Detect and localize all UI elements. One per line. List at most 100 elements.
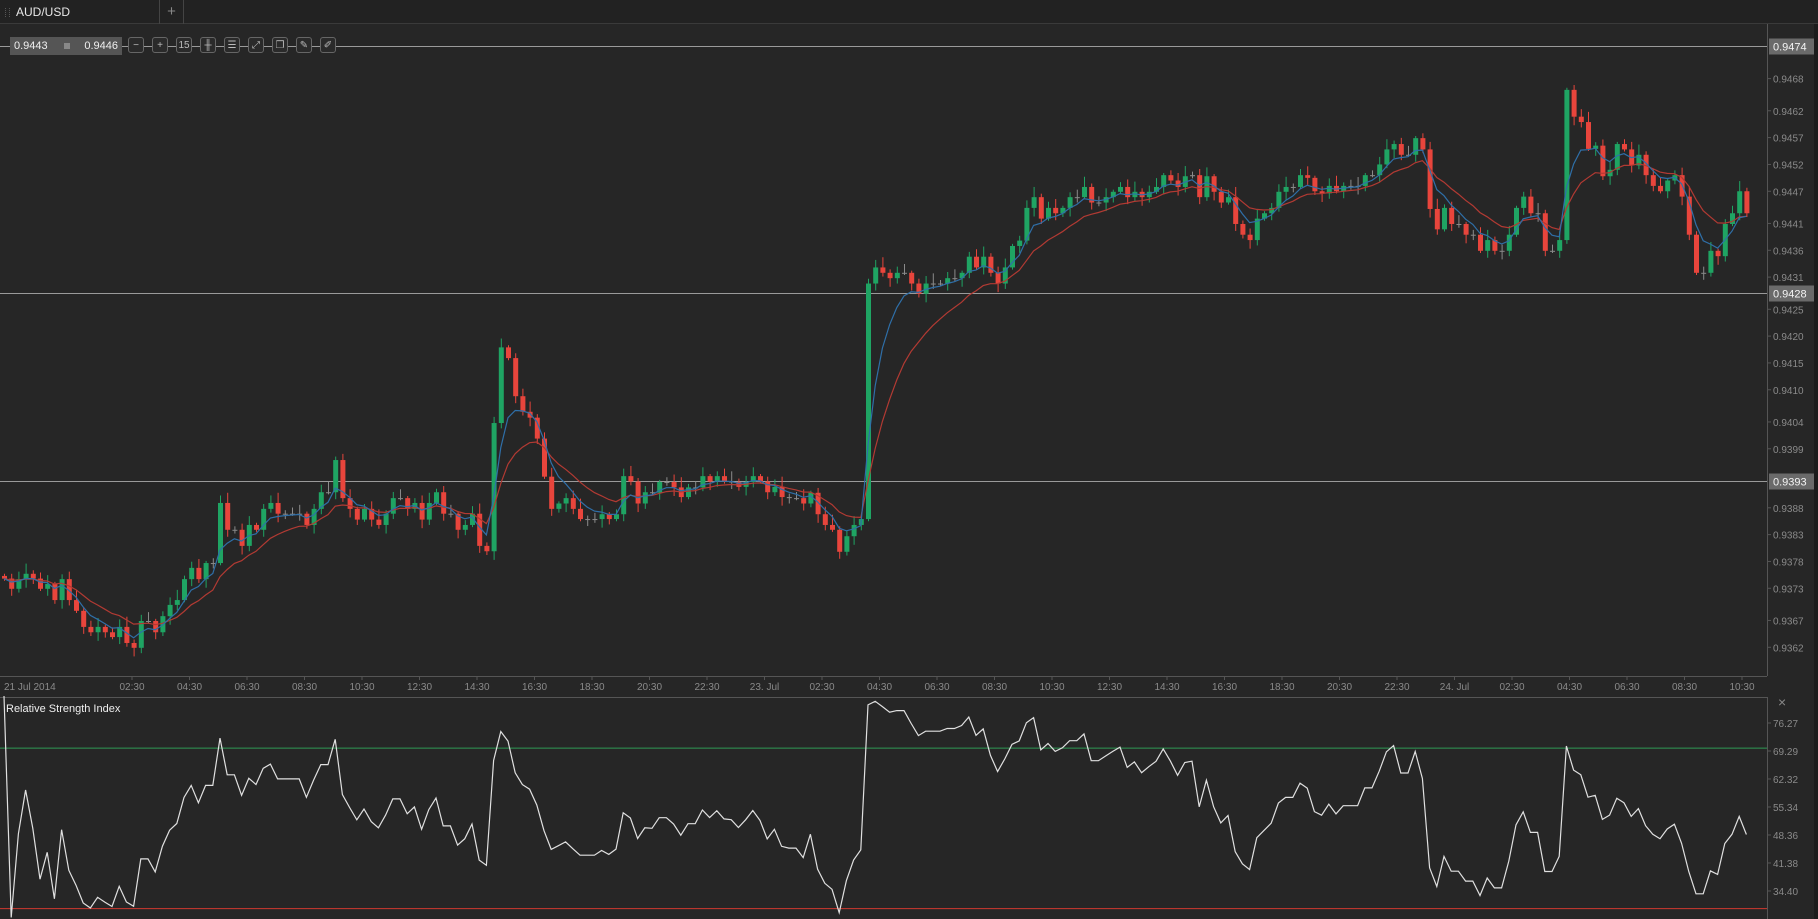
candle-body (1586, 122, 1591, 149)
candle-body (1492, 240, 1498, 251)
candle (52, 581, 58, 604)
candle (1283, 176, 1289, 201)
candle-body (606, 514, 612, 520)
candle-body (225, 502, 231, 530)
candle-body (1456, 223, 1462, 225)
candle-body (1564, 89, 1570, 241)
time-tick-label: 24. Jul (1440, 682, 1469, 693)
candle-body (102, 626, 108, 633)
candle (1521, 191, 1527, 215)
candle (1218, 186, 1224, 208)
candle (628, 465, 634, 486)
candle (1449, 201, 1455, 231)
candle-body (398, 498, 403, 500)
candle (268, 495, 274, 513)
time-tick-label: 04:30 (1557, 682, 1582, 693)
candle-body (38, 578, 43, 589)
edit-icon[interactable]: ✎ (296, 37, 312, 53)
candle-body (239, 529, 245, 546)
candle-body (1398, 144, 1404, 155)
candle-body (1737, 191, 1743, 214)
drag-grip-icon[interactable] (5, 8, 10, 17)
candle-body (1218, 191, 1224, 203)
time-tick-label: 21 Jul 2014 (4, 682, 56, 693)
candle (1161, 173, 1167, 194)
candle-body (837, 529, 843, 552)
copy-chart-icon[interactable]: ❐ (272, 37, 288, 53)
candle (1074, 189, 1080, 203)
candle-body (1312, 177, 1318, 192)
candle (974, 249, 979, 270)
candle (254, 522, 259, 532)
moving-average-fast-line (3, 147, 1747, 639)
candle-body (2, 575, 7, 579)
candles (2, 85, 1750, 657)
candle (239, 523, 245, 555)
candle-body (1463, 223, 1469, 235)
chart-type-candles-icon[interactable]: ╫ (200, 37, 216, 53)
candle (635, 478, 641, 513)
autoscale-icon[interactable]: ⤢ (248, 37, 264, 53)
price-line-label: 0.9474 (1773, 42, 1807, 54)
price-tick-label: 0.9452 (1773, 160, 1804, 171)
candle-body (110, 632, 115, 638)
candle (1067, 192, 1073, 217)
draw-icon[interactable]: ✐ (320, 37, 336, 53)
candle-body (1506, 234, 1512, 251)
candle (81, 607, 87, 634)
zoom-out-icon[interactable]: − (128, 37, 144, 53)
candle (131, 639, 137, 657)
candle (873, 259, 879, 291)
candle-body (1614, 144, 1620, 170)
candle-body (1002, 267, 1008, 284)
indicators-settings-icon[interactable]: ☰ (224, 37, 240, 53)
close-indicator-button[interactable]: × (1778, 694, 1787, 710)
candle-body (326, 492, 331, 494)
price-tick-label: 0.9399 (1773, 445, 1804, 456)
price-tick-label: 0.9462 (1773, 107, 1804, 118)
price-tick-label: 0.9425 (1773, 305, 1804, 316)
candle (930, 273, 936, 289)
candle (1125, 179, 1131, 205)
zoom-in-icon[interactable]: + (152, 37, 168, 53)
candle-body (700, 476, 706, 488)
candle-body (1658, 185, 1663, 192)
candle-body (866, 283, 871, 520)
candle-body (1305, 175, 1311, 178)
bid-ask-display: 0.9443 0.9446 (10, 37, 122, 55)
time-tick-label: 18:30 (579, 682, 604, 693)
tab-bar: AUD/USD + (0, 0, 1818, 24)
candle-body (1283, 186, 1289, 192)
price-tick-label: 0.9436 (1773, 246, 1804, 257)
candle-body (1420, 138, 1426, 150)
candle (9, 573, 15, 596)
candle-body (1406, 154, 1411, 156)
candle-body (1146, 191, 1152, 198)
candle-body (95, 626, 101, 633)
candle-body (1074, 197, 1080, 199)
candle (549, 467, 555, 516)
time-tick-label: 10:30 (1729, 682, 1754, 693)
candle (945, 271, 951, 291)
candle (506, 345, 511, 361)
candle-body (1125, 186, 1131, 198)
candle-body (981, 256, 987, 268)
candle-body (794, 498, 799, 500)
candle-body (959, 272, 965, 279)
candle (966, 251, 972, 279)
candle-body (801, 498, 807, 504)
add-tab-button[interactable]: + (160, 0, 184, 24)
candle-body (347, 498, 353, 509)
candle-body (1060, 207, 1066, 214)
candle (1499, 244, 1505, 260)
candle (837, 526, 843, 559)
candle (750, 467, 756, 488)
candle-body (1744, 191, 1750, 214)
candle-body (88, 626, 94, 633)
candle (196, 559, 202, 583)
timeframe-icon[interactable]: 15 (176, 37, 192, 53)
candle-body (1161, 175, 1167, 187)
candle-body (448, 513, 454, 515)
tab-aud-usd[interactable]: AUD/USD (0, 0, 160, 24)
